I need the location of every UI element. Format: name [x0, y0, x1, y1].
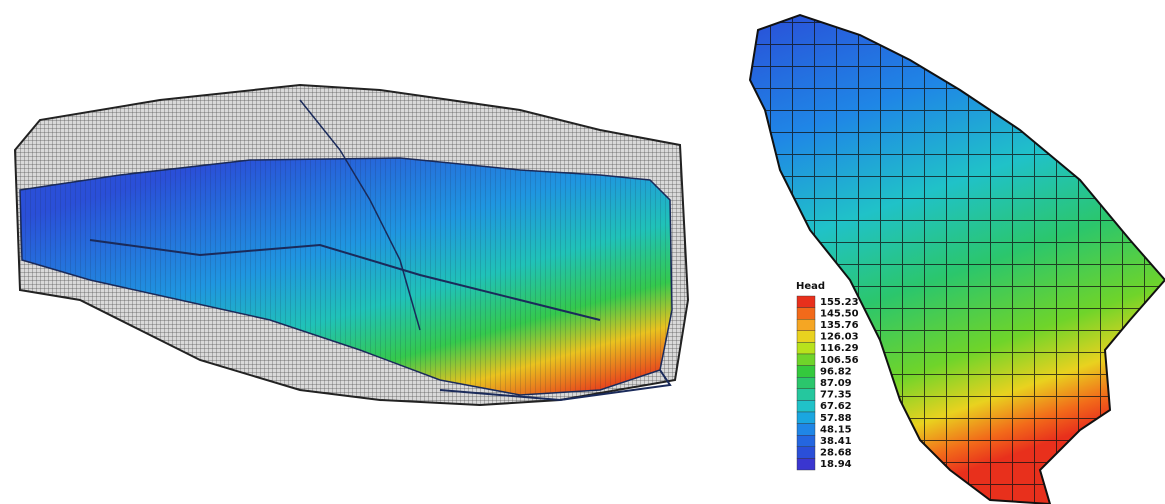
legend-swatch — [797, 412, 815, 424]
legend-swatch — [797, 435, 815, 447]
legend-swatch — [797, 342, 815, 354]
legend-swatch — [797, 400, 815, 412]
legend: Head 155.23145.50135.76126.03116.29106.5… — [796, 281, 859, 470]
figure: Head 155.23145.50135.76126.03116.29106.5… — [0, 0, 1165, 504]
legend-swatch — [797, 308, 815, 320]
legend-label: 18.94 — [820, 459, 852, 470]
legend-label: 87.09 — [820, 378, 852, 389]
legend-swatch — [797, 458, 815, 470]
legend-swatch — [797, 377, 815, 389]
legend-label: 106.56 — [820, 355, 859, 366]
legend-label: 67.62 — [820, 401, 852, 412]
legend-label: 38.41 — [820, 436, 852, 447]
page: {"legend": {"title": "Head", "labels": [… — [0, 0, 1165, 504]
legend-label: 116.29 — [820, 343, 859, 354]
legend-label: 145.50 — [820, 308, 859, 319]
legend-swatch — [797, 424, 815, 436]
legend-label: 48.15 — [820, 424, 852, 435]
legend-swatch — [797, 319, 815, 331]
model-3d — [15, 85, 688, 405]
legend-label: 135.76 — [820, 320, 859, 331]
legend-label: 126.03 — [820, 332, 859, 343]
legend-label: 77.35 — [820, 390, 852, 401]
legend-title: Head — [796, 281, 825, 292]
legend-swatch — [797, 354, 815, 366]
legend-swatch — [797, 389, 815, 401]
legend-swatch — [797, 331, 815, 343]
legend-swatch — [797, 366, 815, 378]
legend-label: 96.82 — [820, 366, 852, 377]
legend-swatch — [797, 296, 815, 308]
legend-label: 57.88 — [820, 413, 852, 424]
legend-label: 155.23 — [820, 297, 859, 308]
legend-swatch — [797, 447, 815, 459]
legend-label: 28.68 — [820, 448, 852, 459]
